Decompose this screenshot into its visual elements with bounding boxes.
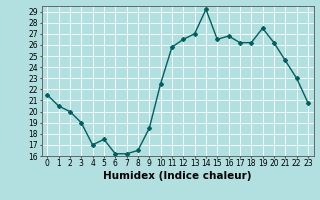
X-axis label: Humidex (Indice chaleur): Humidex (Indice chaleur)	[103, 171, 252, 181]
